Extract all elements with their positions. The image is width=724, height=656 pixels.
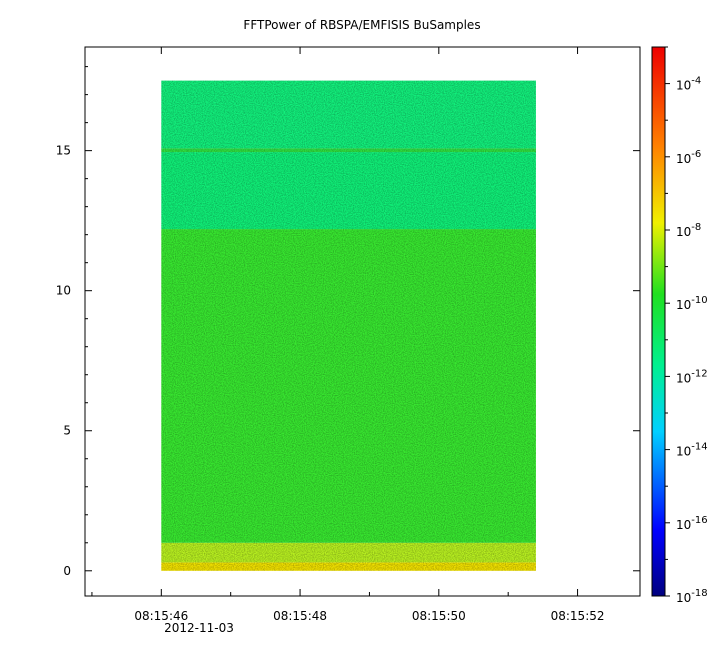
colorbar-tick-label: 10-6 bbox=[676, 149, 701, 166]
chart-title: FFTPower of RBSPA/EMFISIS BuSamples bbox=[243, 18, 480, 32]
y-axis: 0 5 10 15 bbox=[56, 66, 640, 578]
colorbar-tick-exponent: -14 bbox=[691, 442, 707, 453]
colorbar-tick-label: 10-10 bbox=[676, 295, 708, 312]
colorbar-tick-label: 10-16 bbox=[676, 515, 708, 532]
colorbar-tick-label: 10-18 bbox=[676, 588, 708, 605]
x-axis: 08:15:46 08:15:48 08:15:50 08:15:52 bbox=[91, 47, 605, 623]
x-tick-label: 08:15:50 bbox=[412, 609, 466, 623]
colorbar-tick-exponent: -10 bbox=[691, 295, 707, 306]
colorbar-tick-label: 10-14 bbox=[676, 442, 708, 459]
y-tick-label: 15 bbox=[56, 144, 71, 158]
colorbar-tick-label: 10-4 bbox=[676, 76, 701, 93]
colorbar-tick-exponent: -8 bbox=[691, 222, 701, 233]
x-tick-label: 08:15:46 bbox=[134, 609, 188, 623]
colorbar-tick-exponent: -18 bbox=[691, 588, 707, 599]
colorbar-tick-exponent: -4 bbox=[691, 76, 701, 87]
x-tick-label: 08:15:48 bbox=[273, 609, 327, 623]
colorbar-tick-exponent: -12 bbox=[691, 368, 707, 379]
colorbar bbox=[651, 46, 666, 597]
colorbar-tick-exponent: -6 bbox=[691, 149, 701, 160]
x-date-label: 2012-11-03 bbox=[164, 621, 234, 635]
colorbar-tick-label: 10-12 bbox=[676, 368, 708, 385]
colorbar-tick-label: 10-8 bbox=[676, 222, 701, 239]
x-tick-label: 08:15:52 bbox=[551, 609, 605, 623]
y-tick-label: 10 bbox=[56, 284, 71, 298]
y-tick-label: 5 bbox=[63, 424, 71, 438]
colorbar-axis: 10-18 10-16 10-14 10-12 10-10 10-8 10-6 10-4 bbox=[665, 46, 708, 605]
colorbar-tick-exponent: -16 bbox=[691, 515, 707, 526]
y-tick-label: 0 bbox=[63, 564, 71, 578]
heatmap-noise-texture bbox=[161, 80, 536, 571]
